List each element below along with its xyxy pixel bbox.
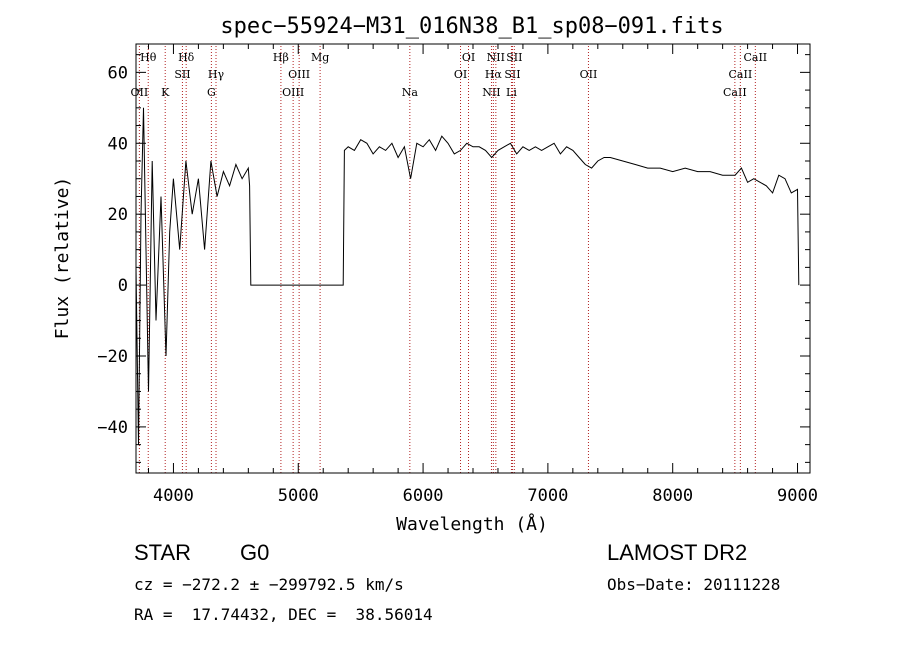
object-class: STAR (134, 540, 192, 565)
line-marker-label: SII (506, 51, 522, 64)
y-tick-label: 40 (108, 134, 128, 154)
y-tick-label: 20 (108, 205, 128, 225)
line-marker-label: Hβ (273, 51, 289, 64)
line-marker-label: CaII (723, 86, 747, 99)
line-marker-label: Hα (485, 68, 503, 81)
y-tick-label: 0 (118, 276, 128, 296)
plot-frame (135, 43, 811, 474)
x-tick-label: 9000 (777, 486, 818, 506)
y-tick-label: −40 (97, 418, 128, 438)
line-marker-label: OII (580, 68, 598, 81)
line-marker-label: K (161, 86, 170, 99)
x-axis: 4000 5000 6000 7000 8000 9000 (147, 44, 818, 506)
chart-title: spec−55924−M31_016N38_B1_sp08−091.fits (220, 14, 723, 39)
line-marker-label: CaII (729, 68, 753, 81)
x-axis-label: Wavelength (Å) (396, 513, 548, 535)
spectrum-line (135, 107, 800, 445)
line-marker-label: Hθ (140, 51, 157, 64)
y-tick-label: 60 (108, 63, 128, 83)
obs-date: Obs−Date: 20111228 (607, 575, 781, 594)
object-subclass: G0 (240, 540, 270, 565)
line-marker-label: NII (482, 86, 500, 99)
line-marker-label: SII (504, 68, 520, 81)
line-marker-label: OI (462, 51, 475, 64)
y-axis-label: Flux (relative) (52, 177, 73, 340)
y-axis: −40 −20 0 20 40 60 (97, 54, 810, 463)
line-marker-label: Li (506, 86, 517, 99)
x-tick-label: 7000 (527, 486, 568, 506)
y-tick-label: −20 (97, 347, 128, 367)
line-marker-label: OIII (282, 86, 304, 99)
line-marker-label: OIII (288, 68, 310, 81)
line-marker-label: OI (454, 68, 467, 81)
line-marker-label: OII (131, 86, 149, 99)
coordinates: RA = 17.74432, DEC = 38.56014 (134, 605, 433, 624)
spectrum-series (135, 107, 800, 445)
x-tick-label: 6000 (403, 486, 444, 506)
x-tick-label: 5000 (278, 486, 319, 506)
line-marker-label: Na (402, 86, 419, 99)
line-marker-label: NII (487, 51, 505, 64)
x-tick-label: 8000 (652, 486, 693, 506)
line-marker-label: G (207, 86, 216, 99)
line-marker-label: SII (174, 68, 190, 81)
line-marker-label: Hγ (208, 68, 225, 81)
line-marker-label: CaII (743, 51, 767, 64)
redshift-info: cz = −272.2 ± −299792.5 km/s (134, 575, 404, 594)
x-tick-label: 4000 (153, 486, 194, 506)
line-marker-label: Mg (311, 51, 329, 64)
survey-name: LAMOST DR2 (607, 540, 748, 565)
line-marker-label: Hδ (178, 51, 195, 64)
